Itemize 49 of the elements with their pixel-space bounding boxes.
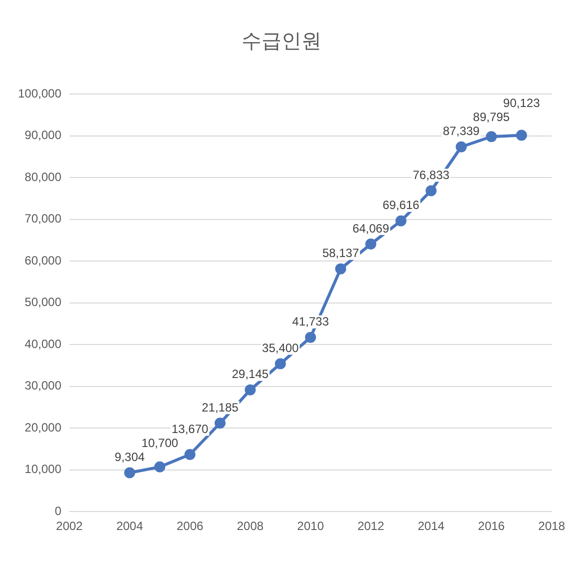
data-label: 29,145 (232, 367, 269, 382)
data-label: 89,795 (473, 110, 510, 124)
point (365, 238, 376, 250)
data-label: 21,185 (202, 400, 239, 414)
y-tick-label: 20,000 (24, 420, 62, 434)
y-tick-label: 10,000 (24, 462, 62, 476)
data-label: 41,733 (292, 314, 330, 329)
data-label: 90,123 (503, 96, 540, 110)
point (124, 467, 136, 478)
point (335, 263, 346, 274)
x-tick-label: 2004 (116, 519, 144, 534)
x-tick-label: 2006 (176, 519, 204, 534)
chart-title: 수급인원 (242, 30, 322, 53)
point (486, 131, 497, 142)
data-label: 9,304 (114, 450, 145, 464)
data-label: 76,833 (412, 168, 450, 182)
x-tick-label: 2008 (236, 519, 264, 534)
point (456, 141, 467, 152)
point (214, 418, 226, 429)
data-label: 13,670 (172, 422, 209, 436)
point (184, 449, 196, 460)
y-tick-label: 30,000 (24, 378, 62, 393)
point (305, 332, 316, 343)
y-tick-label: 100,000 (18, 86, 62, 100)
x-tick-label: 2016 (478, 519, 506, 534)
x-tick-label: 2012 (357, 519, 384, 534)
data-label: 87,339 (442, 124, 480, 138)
point (274, 358, 286, 370)
y-tick-label: 0 (54, 504, 62, 518)
x-tick-label: 2018 (538, 519, 566, 534)
x-tick-label: 2010 (297, 519, 324, 534)
x-tick-label: 2014 (418, 519, 445, 534)
data-label: 10,700 (141, 436, 178, 450)
y-tick-label: 90,000 (24, 128, 62, 142)
data-label: 69,616 (382, 198, 420, 212)
point (516, 130, 528, 141)
y-tick-label: 50,000 (24, 295, 62, 310)
y-tick-label: 60,000 (24, 253, 62, 268)
point (154, 461, 166, 472)
data-label: 64,069 (352, 221, 390, 236)
y-tick-label: 40,000 (24, 336, 62, 351)
x-tick-label: 2002 (56, 519, 84, 534)
y-tick-label: 70,000 (24, 212, 62, 226)
data-label: 58,137 (322, 246, 360, 260)
point (244, 384, 256, 396)
point (426, 185, 437, 196)
data-label: 35,400 (262, 341, 300, 356)
y-tick-label: 80,000 (24, 170, 62, 184)
point (395, 215, 406, 226)
